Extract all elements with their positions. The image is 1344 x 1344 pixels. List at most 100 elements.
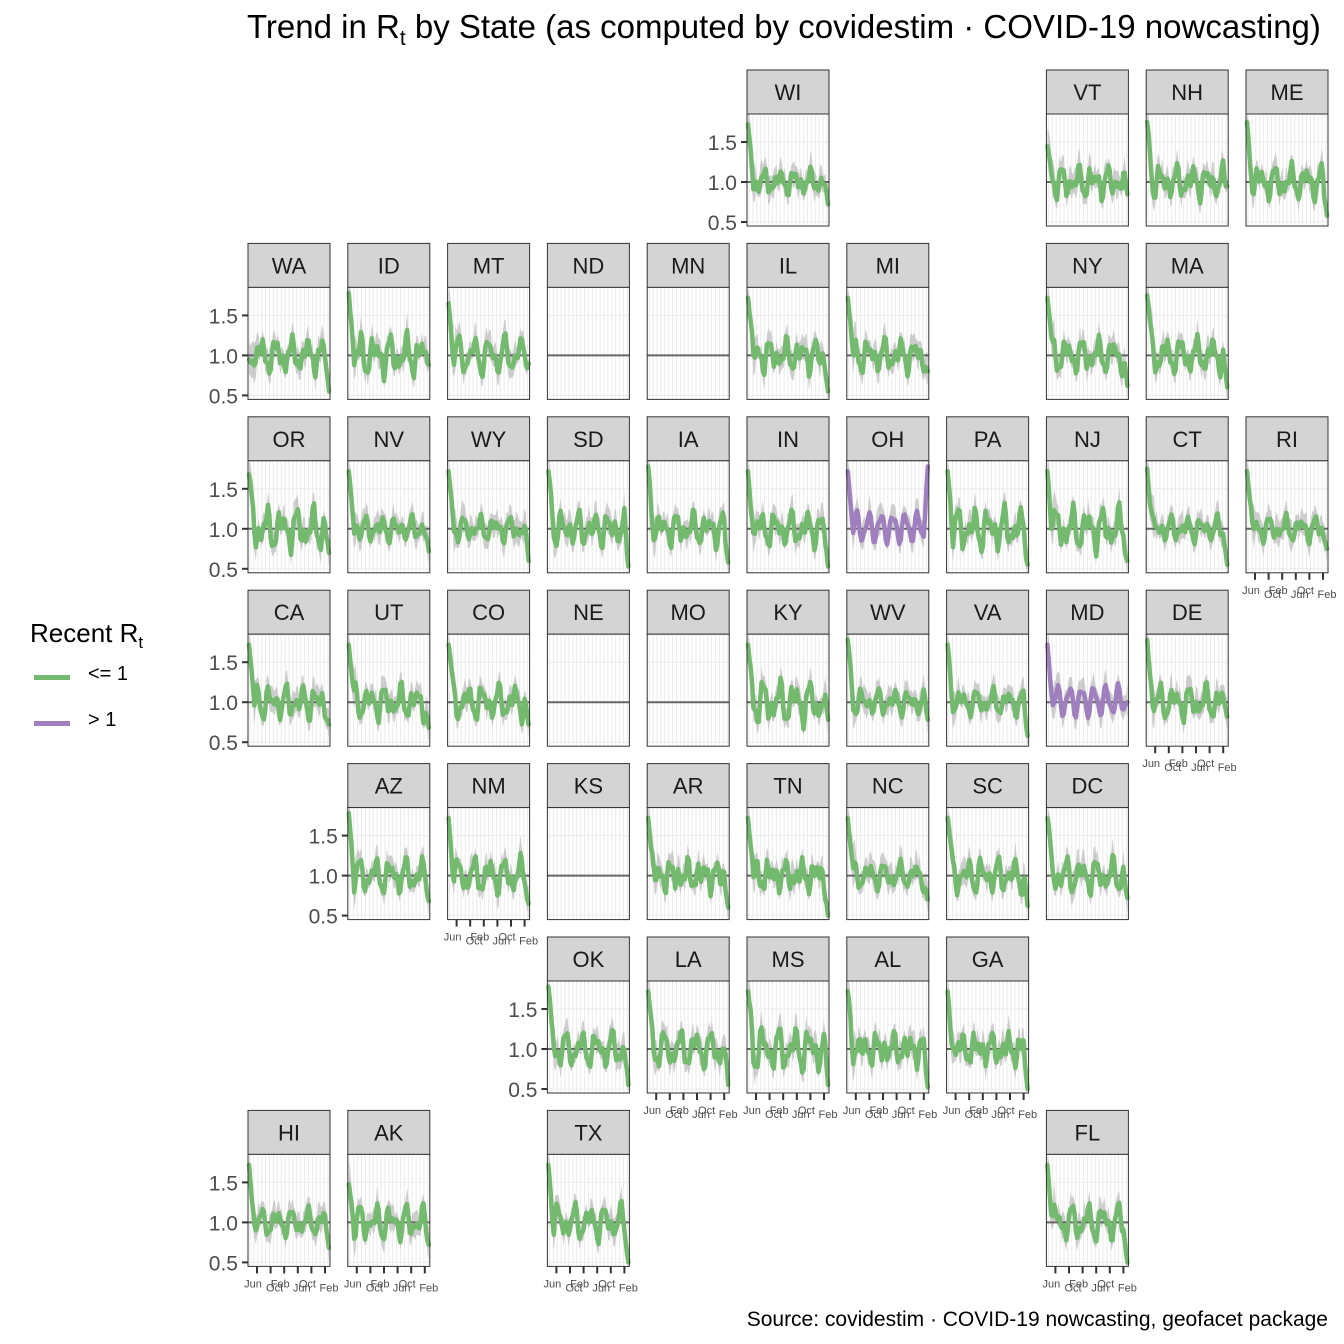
- x-tick-label: Feb: [918, 1109, 937, 1121]
- facet-label: CA: [274, 600, 305, 625]
- facet-strip: [247, 242, 331, 288]
- rt-line-or: [246, 472, 332, 558]
- legend-label: <= 1: [88, 663, 129, 685]
- facet-border: [546, 286, 630, 400]
- rt-line-ca: [246, 642, 332, 727]
- rt-line-id: [346, 290, 432, 384]
- rt-line-nc: [845, 815, 931, 902]
- x-tick-label: Feb: [1169, 758, 1188, 770]
- facet-border: [546, 460, 630, 574]
- uncertainty-band: [548, 460, 629, 573]
- x-tick-label: Jun: [393, 1282, 411, 1294]
- facet-label: ND: [573, 253, 605, 278]
- facet-strip: [347, 242, 431, 288]
- x-tick-label: Feb: [670, 1105, 689, 1117]
- facet-border: [347, 807, 431, 921]
- facet-label: FL: [1075, 1120, 1101, 1145]
- x-tick-label: Oct: [266, 1282, 283, 1294]
- facet-strip: [447, 242, 531, 288]
- facet-label: HI: [278, 1120, 300, 1145]
- rt-line-ny: [1045, 295, 1130, 389]
- facet-label: NJ: [1074, 427, 1101, 452]
- facet-strip: [846, 589, 930, 635]
- chart-title: Trend in Rt by State (as computed by cov…: [247, 8, 1321, 51]
- x-tick-label: Jun: [792, 1109, 810, 1121]
- facet-border: [646, 286, 730, 400]
- facet-strip: [1145, 589, 1229, 635]
- y-tick-label: 0.5: [508, 1079, 537, 1102]
- uncertainty-band: [648, 460, 729, 573]
- legend-items: <= 1 > 1: [30, 653, 143, 745]
- rt-line-me: [1244, 119, 1330, 218]
- y-tick-label: 0.5: [209, 385, 238, 408]
- facet-strip: [347, 416, 431, 462]
- facet-border: [646, 460, 730, 574]
- rt-line-ak: [346, 1181, 432, 1248]
- facet-va: VA: [945, 589, 1030, 747]
- facet-strip: [447, 416, 531, 462]
- chart-title-subscript: t: [399, 27, 406, 50]
- rt-line-in: [745, 468, 831, 569]
- x-tick-label: Feb: [619, 1282, 638, 1294]
- x-tick-label: Jun: [992, 1109, 1010, 1121]
- facet-border: [646, 807, 730, 921]
- rt-line-pa: [945, 468, 1030, 568]
- x-tick-label: Feb: [1118, 1282, 1137, 1294]
- facet-in: IN: [745, 416, 831, 574]
- facet-border: [546, 1153, 630, 1267]
- rt-line-ut: [346, 642, 432, 731]
- rt-line-wa: [246, 332, 332, 394]
- facet-wa: WA 0.5 1.0 1.5: [209, 242, 332, 408]
- facet-border: [646, 633, 730, 747]
- facet-label: OK: [573, 947, 605, 972]
- facet-strip: [846, 416, 930, 462]
- facet-strip: [746, 69, 830, 115]
- rt-line-ma: [1144, 293, 1230, 390]
- rt-line-wy: [446, 468, 531, 564]
- facet-border: [946, 807, 1030, 921]
- facet-border: [347, 460, 431, 574]
- facet-label: NC: [872, 774, 904, 799]
- x-tick-label: Feb: [1318, 589, 1337, 601]
- facet-label: MI: [876, 253, 900, 278]
- x-tick-label: Oct: [698, 1105, 715, 1117]
- facet-label: MO: [670, 600, 705, 625]
- facet-strip: [247, 589, 331, 635]
- x-tick-label: Feb: [519, 936, 538, 948]
- facet-border: [846, 980, 930, 1094]
- rt-line-hi: [246, 1162, 332, 1251]
- facet-border: [347, 633, 431, 747]
- facet-strip: [447, 763, 531, 809]
- facet-border: [746, 460, 830, 574]
- rt-line-va: [945, 642, 1030, 739]
- x-tick-label: Oct: [366, 1282, 383, 1294]
- facet-strip: [546, 242, 630, 288]
- facet-border: [1045, 633, 1129, 747]
- facet-md: MD: [1045, 589, 1130, 747]
- rt-line-nv: [346, 468, 432, 554]
- uncertainty-band: [448, 807, 529, 918]
- y-tick-label: 1.5: [209, 305, 238, 328]
- facet-nc: NC: [845, 763, 931, 921]
- y-tick-label: 1.0: [209, 1212, 238, 1235]
- facet-border: [1145, 633, 1229, 747]
- facet-border: [1045, 113, 1129, 227]
- facet-border: [746, 807, 830, 921]
- x-tick-label: Feb: [870, 1105, 889, 1117]
- facet-label: UT: [374, 600, 403, 625]
- x-tick-label: Jun: [1142, 758, 1160, 770]
- facet-border: [946, 460, 1030, 574]
- x-tick-label: Feb: [419, 1282, 438, 1294]
- chart-title-main: Trend in R: [247, 8, 400, 45]
- facet-strip: [1045, 589, 1129, 635]
- facet-label: AZ: [375, 774, 403, 799]
- facet-strip: [646, 242, 730, 288]
